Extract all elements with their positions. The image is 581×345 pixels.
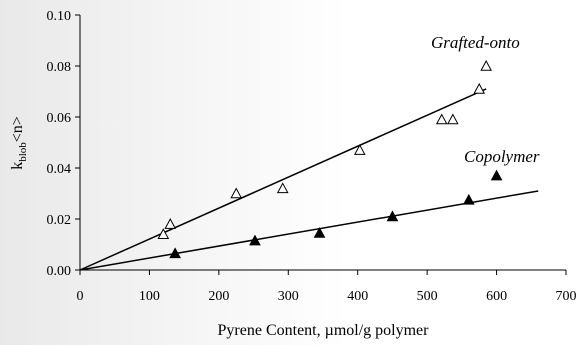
y-axis-label-tail: <n> [9,116,26,142]
x-tick-label: 100 [139,289,160,304]
y-tick-label: 0.00 [47,264,72,279]
x-tick-label: 300 [278,289,299,304]
y-axis-label-main: k [9,162,26,170]
fit-line-grafted-onto [79,88,487,271]
y-tick-label: 0.08 [47,60,72,75]
point-grafted-onto [164,218,177,229]
y-axis-label-subscript: blob [17,142,29,162]
point-grafted-onto [446,113,459,125]
point-grafted-onto [480,59,492,71]
point-grafted-onto [157,228,170,240]
y-tick-label: 0.06 [47,111,72,126]
x-tick-label: 700 [556,289,577,304]
point-grafted-onto [230,187,243,199]
point-copolymer [490,169,503,181]
point-copolymer [386,210,399,222]
axes [79,15,566,271]
y-tick-label: 0.04 [47,162,72,177]
x-ticks: 0 100 200 300 400 500 600 700 [77,270,577,304]
point-copolymer [313,226,326,238]
x-axis-label: Pyrene Content, µmol/g polymer [218,322,430,339]
point-copolymer [249,234,261,246]
y-tick-label: 0.02 [47,213,72,228]
point-grafted-onto [435,113,448,125]
y-ticks: 0.00 0.02 0.04 0.06 0.08 0.10 [47,9,80,279]
x-tick-label: 500 [417,289,438,304]
point-grafted-onto [353,144,366,155]
x-tick-label: 0 [77,289,84,304]
series-label-copolymer: Copolymer [464,147,540,166]
point-grafted-onto [473,82,486,94]
y-tick-label: 0.10 [47,9,72,24]
x-tick-label: 200 [208,289,229,304]
point-copolymer [462,193,475,205]
point-grafted-onto [276,182,289,194]
fit-line-copolymer [79,190,539,271]
y-axis-label: kblob<n> [9,116,29,170]
point-copolymer [169,247,181,259]
series-label-grafted-onto: Grafted-onto [431,33,520,52]
fit-lines [79,88,539,271]
x-tick-label: 600 [486,289,507,304]
data-points [157,59,503,259]
x-tick-label: 400 [347,289,368,304]
